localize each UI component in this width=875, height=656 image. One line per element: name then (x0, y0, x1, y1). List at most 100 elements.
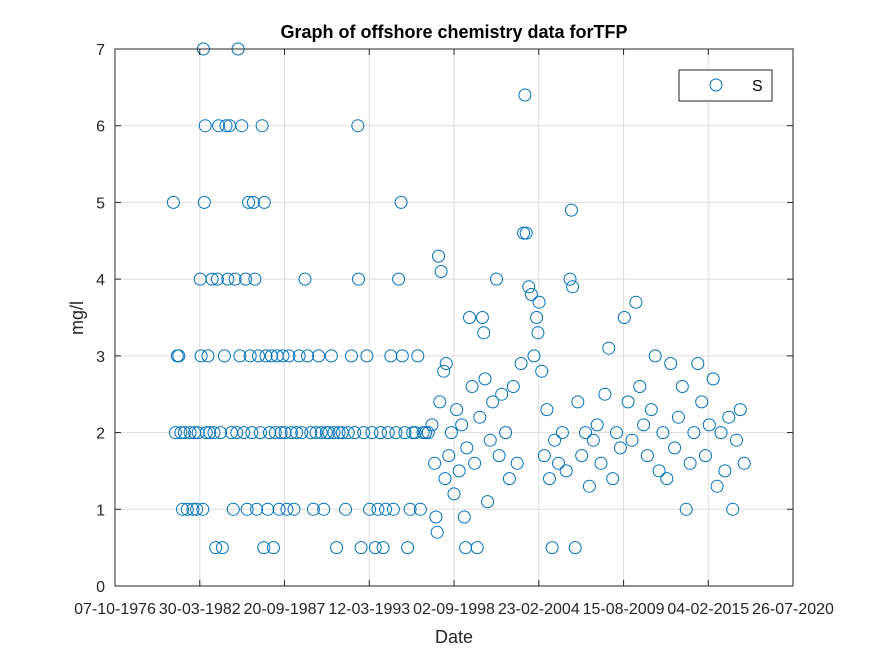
data-point (702, 418, 716, 432)
data-point (594, 456, 608, 470)
data-point (348, 426, 362, 440)
data-point (282, 349, 296, 363)
data-point (582, 479, 596, 493)
data-point (339, 502, 353, 516)
data-point (566, 280, 580, 294)
data-point (276, 349, 290, 363)
data-point (172, 349, 186, 363)
data-point (309, 426, 323, 440)
data-point (495, 387, 509, 401)
data-point (625, 433, 639, 447)
data-point (473, 410, 487, 424)
data-point (242, 195, 256, 209)
data-point (602, 341, 616, 355)
data-point (450, 403, 464, 417)
data-point (301, 349, 314, 363)
data-point (233, 349, 247, 363)
data-point (371, 502, 385, 516)
data-point (737, 456, 751, 470)
data-point (428, 456, 442, 470)
data-point (304, 426, 318, 440)
data-point (386, 502, 400, 516)
y-tick-label: 0 (96, 579, 105, 596)
legend-marker-icon (709, 78, 723, 92)
data-point (197, 195, 211, 209)
y-tick-label: 3 (96, 349, 105, 366)
data-point (177, 426, 191, 440)
data-point (248, 272, 262, 286)
data-point (563, 272, 577, 286)
data-point (368, 541, 382, 555)
data-point (261, 502, 275, 516)
data-point (434, 265, 448, 278)
data-point (357, 426, 371, 440)
data-point (543, 472, 556, 486)
data-point (186, 502, 200, 516)
data-point (322, 426, 336, 440)
data-point (444, 426, 458, 440)
axis-ticks (114, 48, 794, 587)
data-point (166, 195, 180, 209)
data-point (524, 288, 538, 301)
data-point (215, 541, 229, 555)
data-point (668, 441, 682, 455)
data-point (425, 418, 439, 432)
data-point (381, 426, 395, 440)
y-tick-label: 1 (96, 502, 105, 519)
data-point (292, 349, 306, 363)
data-point (499, 426, 513, 440)
y-axis-label: mg/l (67, 301, 87, 335)
data-point (468, 456, 482, 470)
data-point (198, 119, 212, 133)
data-point (730, 433, 743, 447)
data-point (465, 380, 479, 393)
data-point (644, 403, 658, 417)
x-tick-label: 15-08-2009 (583, 601, 665, 618)
data-point (219, 119, 233, 133)
data-point (530, 311, 544, 324)
data-point (610, 426, 623, 440)
data-point (413, 502, 427, 516)
data-point (210, 272, 224, 286)
data-point (395, 349, 409, 363)
data-point (552, 456, 565, 470)
data-point (571, 395, 585, 409)
data-point (545, 541, 559, 555)
data-point (510, 456, 524, 470)
data-point (430, 525, 444, 539)
data-point (617, 311, 631, 324)
data-point (376, 541, 390, 555)
data-point (540, 403, 554, 417)
data-point (212, 119, 225, 133)
data-point (287, 502, 301, 516)
data-point (490, 272, 503, 286)
data-point (475, 311, 489, 324)
data-point (272, 502, 286, 516)
chart-title: Graph of offshore chemistry data forTFP (280, 22, 627, 42)
data-point (481, 495, 495, 509)
data-point (575, 449, 589, 463)
data-point (344, 349, 358, 363)
data-point (683, 456, 697, 470)
data-point (194, 349, 208, 363)
data-point (660, 472, 674, 486)
data-point (274, 426, 288, 440)
data-point (733, 403, 747, 417)
data-point (679, 502, 693, 516)
data-point (518, 88, 532, 102)
data-point (252, 349, 265, 363)
data-point (226, 502, 240, 516)
data-point (284, 426, 298, 440)
data-point (477, 326, 491, 340)
data-point (699, 449, 712, 463)
data-point (363, 502, 377, 516)
data-point (718, 464, 732, 478)
data-point (514, 357, 528, 370)
data-point (201, 349, 215, 363)
data-point (438, 472, 452, 486)
data-point (640, 449, 654, 463)
data-point (506, 380, 520, 393)
data-point (183, 426, 197, 440)
data-point (168, 426, 182, 440)
data-point (312, 349, 326, 363)
